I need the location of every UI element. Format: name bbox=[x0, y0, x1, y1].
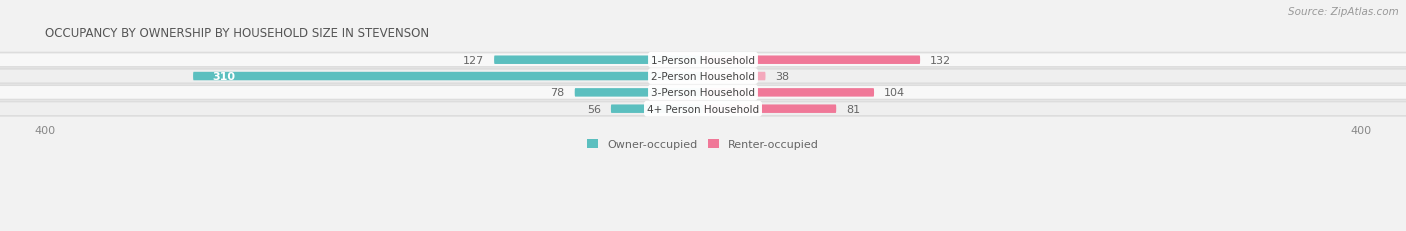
FancyBboxPatch shape bbox=[494, 56, 703, 65]
Text: 78: 78 bbox=[551, 88, 565, 98]
Text: 310: 310 bbox=[212, 72, 236, 82]
FancyBboxPatch shape bbox=[193, 73, 703, 81]
Text: OCCUPANCY BY OWNERSHIP BY HOUSEHOLD SIZE IN STEVENSON: OCCUPANCY BY OWNERSHIP BY HOUSEHOLD SIZE… bbox=[45, 27, 429, 40]
FancyBboxPatch shape bbox=[575, 89, 703, 97]
FancyBboxPatch shape bbox=[703, 56, 920, 65]
FancyBboxPatch shape bbox=[0, 102, 1406, 116]
Legend: Owner-occupied, Renter-occupied: Owner-occupied, Renter-occupied bbox=[582, 135, 824, 154]
FancyBboxPatch shape bbox=[703, 105, 837, 113]
FancyBboxPatch shape bbox=[0, 53, 1406, 68]
Text: 2-Person Household: 2-Person Household bbox=[651, 72, 755, 82]
FancyBboxPatch shape bbox=[0, 86, 1406, 100]
Text: 4+ Person Household: 4+ Person Household bbox=[647, 104, 759, 114]
Text: 81: 81 bbox=[846, 104, 860, 114]
Text: 104: 104 bbox=[884, 88, 905, 98]
Text: 132: 132 bbox=[929, 55, 950, 65]
FancyBboxPatch shape bbox=[703, 73, 765, 81]
Text: Source: ZipAtlas.com: Source: ZipAtlas.com bbox=[1288, 7, 1399, 17]
FancyBboxPatch shape bbox=[610, 105, 703, 113]
Text: 1-Person Household: 1-Person Household bbox=[651, 55, 755, 65]
FancyBboxPatch shape bbox=[703, 89, 875, 97]
Text: 38: 38 bbox=[775, 72, 790, 82]
Text: 56: 56 bbox=[588, 104, 600, 114]
FancyBboxPatch shape bbox=[0, 70, 1406, 84]
Text: 127: 127 bbox=[463, 55, 484, 65]
Text: 3-Person Household: 3-Person Household bbox=[651, 88, 755, 98]
